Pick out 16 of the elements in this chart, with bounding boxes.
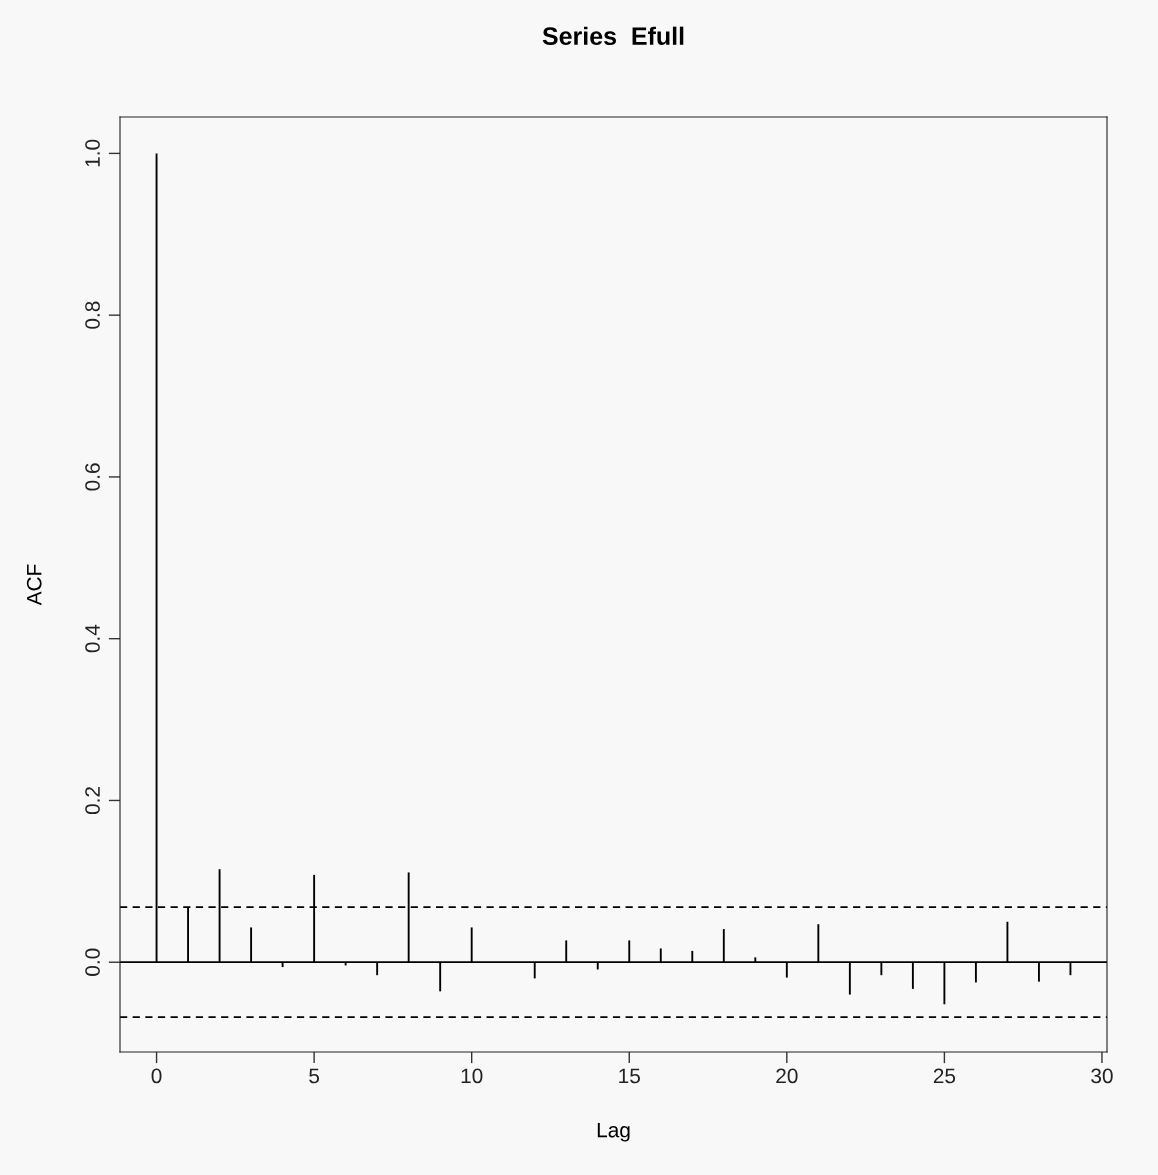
chart-title: Series Efull — [542, 26, 684, 46]
y-tick-label: 0.8 — [85, 301, 100, 329]
x-tick-label: 0 — [151, 1068, 162, 1084]
x-tick-label: 15 — [619, 1068, 640, 1084]
x-axis-title: Lag — [597, 1122, 630, 1142]
y-tick-label: 0.2 — [85, 787, 100, 815]
x-tick-label: 30 — [1091, 1068, 1113, 1084]
x-tick-label: 20 — [776, 1068, 798, 1084]
y-tick-label: 0.4 — [85, 624, 100, 653]
x-tick-label: 5 — [309, 1068, 320, 1084]
x-tick-label: 25 — [933, 1068, 956, 1084]
y-axis-title: ACF — [26, 564, 42, 606]
y-tick-label: 1.0 — [85, 139, 100, 167]
y-tick-label: 0.6 — [85, 463, 100, 491]
x-tick-label: 10 — [461, 1068, 483, 1084]
y-tick-label: 0.0 — [85, 948, 100, 976]
